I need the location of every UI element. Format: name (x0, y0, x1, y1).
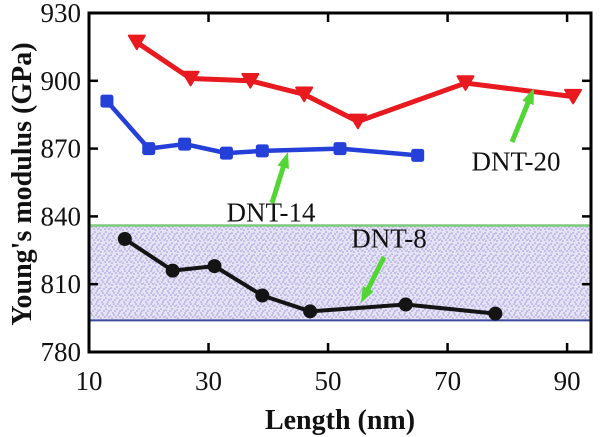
svg-text:900: 900 (41, 66, 82, 96)
svg-text:930: 930 (41, 0, 82, 28)
annotation-arrows (269, 88, 534, 303)
y-tick-labels: 780 810 840 870 900 930 (41, 0, 82, 367)
axes (87, 11, 593, 354)
reference-band (89, 224, 591, 322)
series-dnt-14 (100, 94, 425, 162)
svg-text:10: 10 (76, 366, 103, 396)
x-tick-labels: 10 30 50 70 90 (76, 366, 581, 396)
svg-text:30: 30 (195, 366, 222, 396)
series-dnt-8 (117, 232, 503, 321)
svg-text:90: 90 (554, 366, 581, 396)
x-axis-title: Length (nm) (264, 405, 416, 436)
svg-text:840: 840 (41, 201, 82, 231)
svg-text:780: 780 (41, 337, 82, 367)
svg-text:870: 870 (41, 134, 82, 164)
svg-text:70: 70 (434, 366, 461, 396)
svg-text:810: 810 (41, 269, 82, 299)
series-dnt-20 (127, 34, 583, 130)
y-axis-title: Young's modulus (GPa) (7, 42, 38, 326)
annotation-dnt-8: DNT-8 (351, 223, 427, 254)
svg-text:50: 50 (315, 366, 342, 396)
annotation-dnt-20: DNT-20 (471, 146, 561, 177)
annotation-dnt-14: DNT-14 (226, 197, 316, 228)
